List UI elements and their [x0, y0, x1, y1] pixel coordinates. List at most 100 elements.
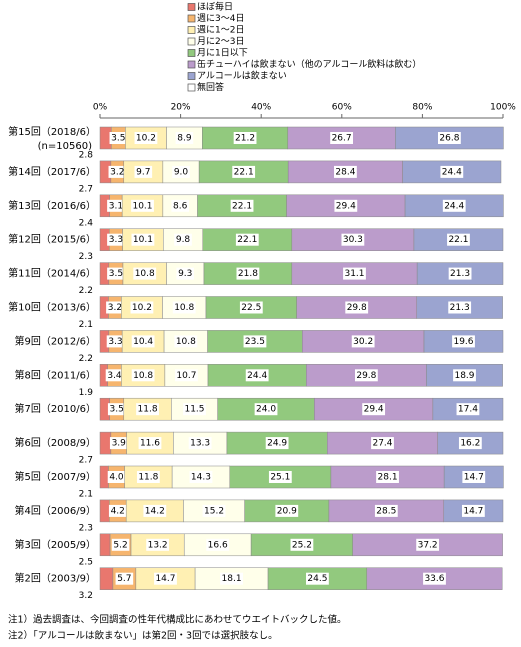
label-bg [351, 335, 375, 348]
data-label: 18.9 [454, 371, 474, 381]
label-bg [440, 165, 464, 178]
label-bg [423, 572, 446, 585]
x-tick-label: 100% [490, 103, 516, 113]
label-bg [107, 267, 125, 280]
data-label: 2.5 [79, 557, 93, 567]
label-bg [189, 471, 213, 483]
label-bg [232, 165, 256, 178]
data-label: 21.2 [235, 134, 255, 144]
data-label: 4.2 [111, 506, 125, 516]
legend-label: アルコールは飲まない [197, 70, 287, 82]
label-bg [107, 233, 125, 246]
data-label: 11.8 [138, 473, 158, 483]
label-bg [202, 504, 226, 517]
data-label: 16.2 [460, 439, 480, 449]
label-bg [171, 199, 189, 212]
label-bg [206, 538, 230, 551]
legend-swatch [187, 60, 196, 69]
label-bg [111, 538, 130, 551]
label-bg [220, 572, 243, 585]
data-label: 2.3 [79, 252, 93, 262]
label-bg [374, 504, 398, 517]
data-label: 2.4 [79, 218, 94, 228]
category-label: 第6回（2008/9） [14, 436, 96, 449]
legend-swatch [187, 49, 196, 57]
label-bg [275, 504, 299, 517]
label-bg [235, 233, 259, 246]
data-label: 24.4 [442, 167, 462, 177]
legend-label: 週に3～4日 [197, 13, 244, 24]
data-label: 3.3 [109, 235, 123, 245]
data-label: 2.2 [79, 286, 93, 296]
label-bg [462, 471, 486, 483]
label-bg [105, 369, 124, 382]
label-bg [131, 335, 155, 348]
label-bg [442, 199, 466, 212]
data-label: 2.7 [79, 456, 93, 466]
legend-label: 無回答 [197, 81, 224, 93]
data-label: 5.2 [113, 540, 127, 550]
label-bg [175, 132, 194, 144]
data-label: 3.4 [107, 371, 122, 381]
legend-label: 週に1～2日 [197, 25, 244, 36]
label-bg [136, 403, 159, 416]
legend-swatch [187, 72, 196, 80]
data-label: 3.5 [111, 134, 125, 144]
label-bg [138, 437, 162, 450]
label-bg [108, 504, 127, 517]
data-label: 1.9 [79, 388, 94, 398]
data-label: 10.7 [176, 371, 196, 381]
label-bg [115, 572, 134, 585]
data-label: 3.2 [108, 303, 122, 313]
label-bg [306, 572, 329, 585]
category-label: 第8回（2011/6） [14, 368, 96, 381]
label-bg [130, 301, 154, 314]
data-label: 21.3 [450, 303, 470, 313]
label-bg [447, 233, 470, 246]
data-label: 24.0 [256, 405, 276, 415]
label-bg [109, 132, 128, 144]
data-label: 37.2 [418, 540, 438, 550]
category-label: 第15回（2018/6） [8, 125, 96, 138]
x-tick-label: 60% [332, 103, 352, 113]
data-label: 3.2 [110, 167, 124, 177]
label-bg [134, 132, 158, 144]
data-label: 9.0 [174, 167, 189, 177]
x-tick-label: 80% [412, 103, 432, 113]
data-label: 25.1 [270, 473, 290, 483]
data-label: 11.6 [140, 439, 160, 449]
label-bg [453, 369, 476, 382]
legend-label: 月に2～3日 [197, 36, 244, 47]
category-label: 第13回（2016/6） [8, 199, 96, 212]
legend-swatch [187, 83, 196, 92]
bar-segment [99, 499, 110, 523]
legend-label: 月に1日以下 [197, 48, 248, 59]
legend-swatch [187, 14, 196, 23]
data-label: 15.2 [204, 506, 224, 516]
data-label: 21.8 [238, 269, 258, 279]
data-label: 10.8 [174, 303, 194, 313]
label-bg [461, 504, 485, 517]
data-label: 20.9 [277, 506, 297, 516]
bar-segment [99, 431, 112, 455]
x-tick-label: 40% [251, 103, 271, 113]
data-label: 14.7 [464, 473, 484, 483]
label-bg [230, 199, 254, 212]
label-bg [183, 403, 206, 416]
data-label: 9.3 [178, 269, 192, 279]
data-label: 2.3 [79, 523, 93, 533]
label-bg [334, 199, 358, 212]
data-label: 10.8 [176, 337, 196, 347]
data-label: 24.5 [307, 574, 327, 584]
data-label: 22.1 [232, 201, 252, 211]
note: 注1）過去調査は、今回調査の性年代構成比にあわせてウエイトバックした値。 [8, 614, 347, 626]
label-bg [330, 132, 353, 144]
category-label: 第3回（2005/9） [14, 538, 96, 551]
data-label: 8.6 [173, 201, 188, 211]
label-bg [458, 437, 482, 450]
data-label: 14.3 [191, 473, 211, 483]
label-bg [341, 233, 365, 246]
label-bg [172, 301, 196, 314]
label-bg [109, 437, 128, 450]
category-note: (n=10560) [38, 141, 92, 152]
